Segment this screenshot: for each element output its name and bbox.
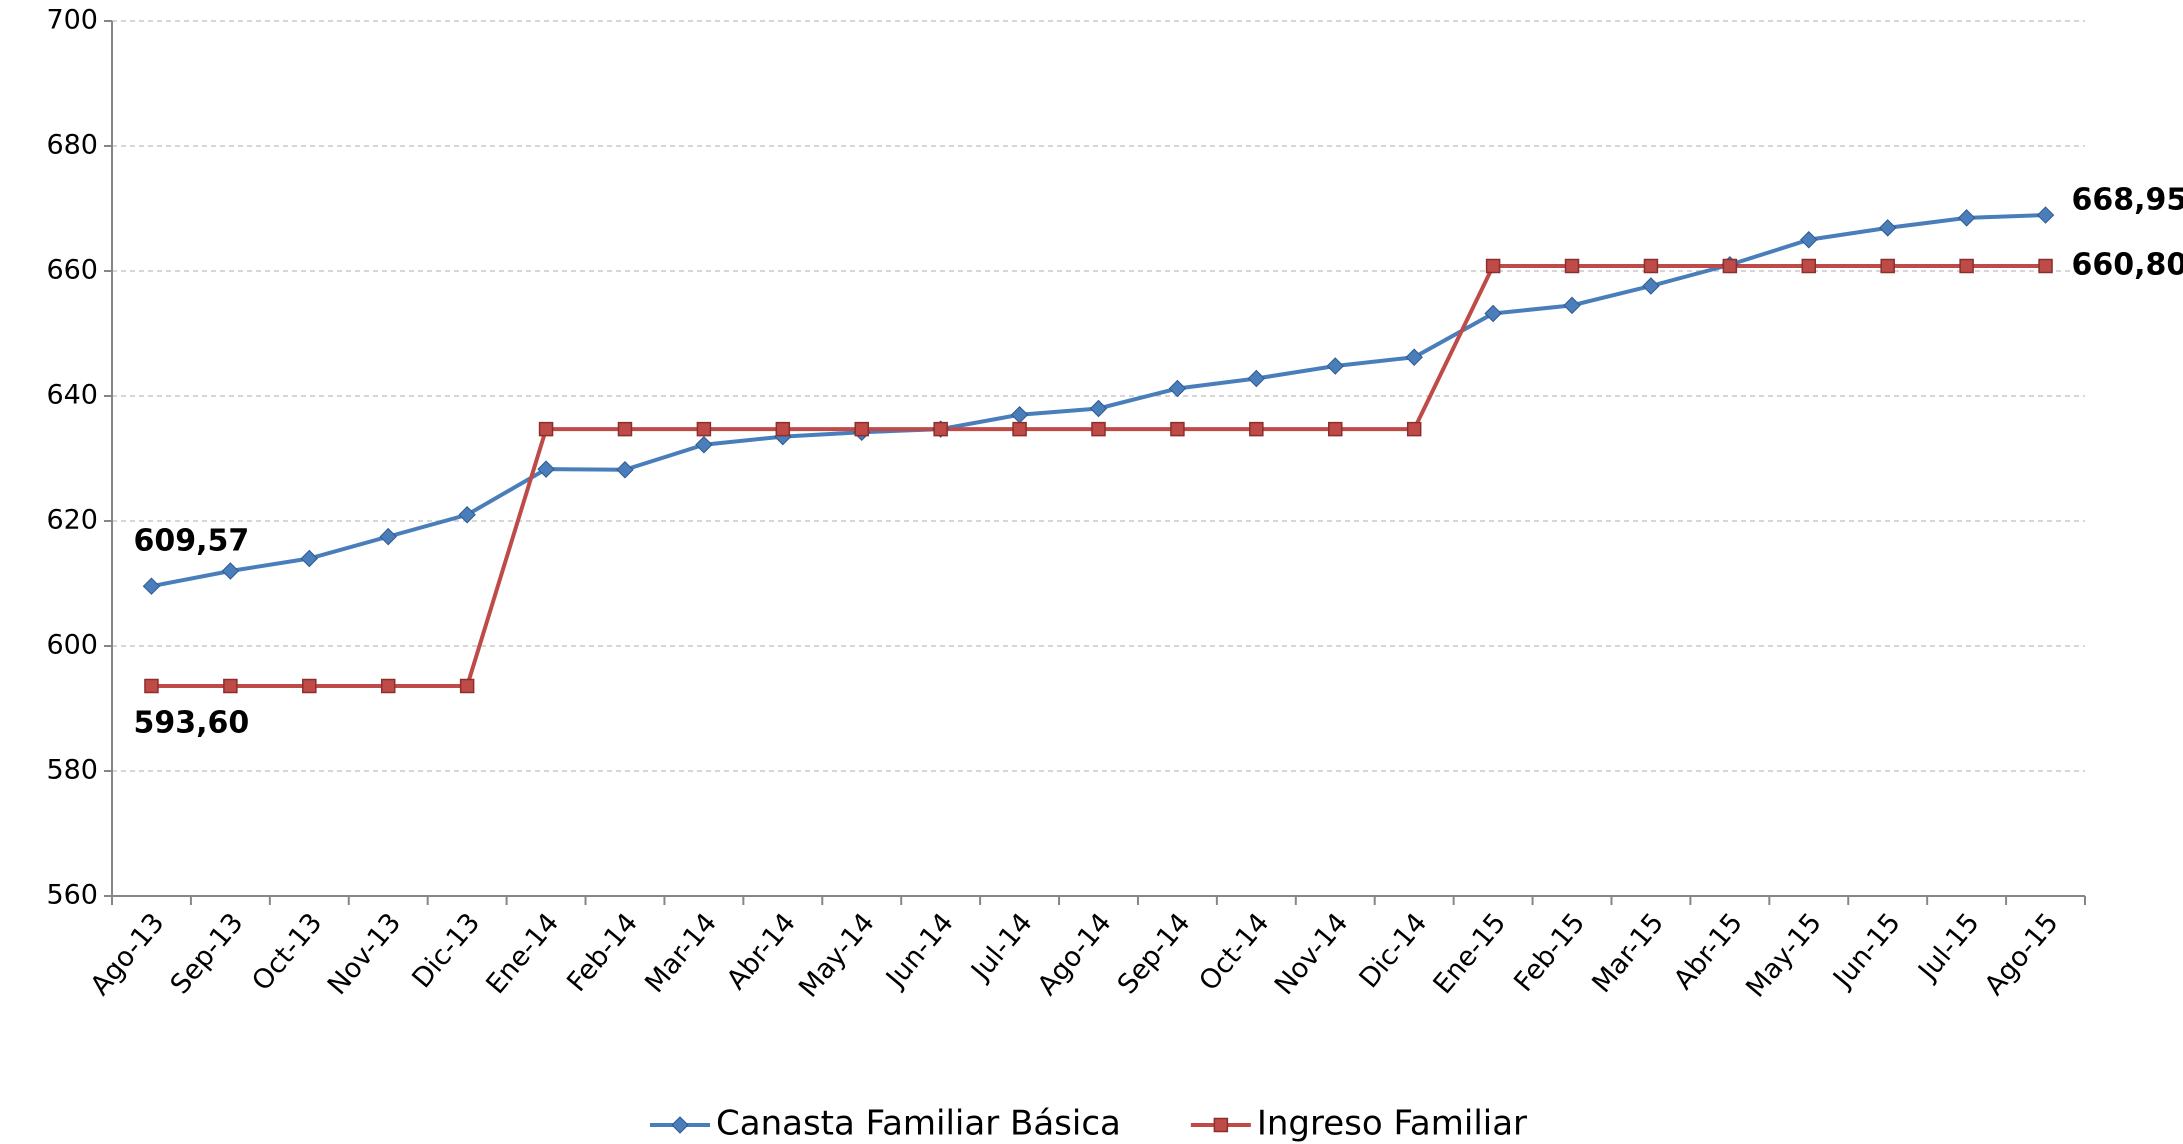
marker bbox=[1484, 304, 1502, 323]
y-tick-label: 700 bbox=[46, 5, 98, 36]
x-tick-label: Feb-15 bbox=[1508, 907, 1591, 997]
y-tick-label: 660 bbox=[46, 255, 98, 286]
x-tick-label: Mar-14 bbox=[639, 907, 723, 998]
marker bbox=[2038, 258, 2053, 274]
x-tick-label: Jul-14 bbox=[964, 907, 1038, 987]
marker bbox=[696, 421, 712, 437]
marker bbox=[1089, 399, 1108, 418]
y-tick-label: 640 bbox=[46, 380, 98, 411]
x-tick-label: Sep-13 bbox=[165, 907, 250, 1000]
x-tick-label: Ago-13 bbox=[85, 907, 171, 1001]
marker bbox=[302, 678, 317, 694]
y-tick-label: 580 bbox=[46, 755, 98, 786]
marker bbox=[1091, 421, 1106, 437]
marker bbox=[1800, 231, 1818, 249]
x-tick-label: Dic-14 bbox=[1353, 907, 1433, 994]
marker bbox=[775, 421, 791, 437]
marker bbox=[1563, 296, 1581, 315]
marker bbox=[1880, 258, 1895, 274]
marker bbox=[538, 421, 554, 437]
marker bbox=[1405, 348, 1423, 366]
marker bbox=[1722, 258, 1738, 274]
data-label: 593,60 bbox=[133, 706, 249, 741]
marker bbox=[1168, 379, 1187, 398]
x-tick-label: Ene-15 bbox=[1427, 907, 1512, 1000]
x-tick-label: May-15 bbox=[1740, 907, 1828, 1003]
x-tick-label: Feb-14 bbox=[561, 907, 644, 997]
marker bbox=[1170, 421, 1185, 437]
series-line bbox=[151, 264, 2046, 688]
x-tick-label: Nov-14 bbox=[1269, 907, 1355, 1001]
marker bbox=[1328, 421, 1343, 437]
marker bbox=[617, 421, 633, 437]
x-tick-label: Dic-13 bbox=[406, 907, 486, 994]
x-tick-label: Nov-13 bbox=[322, 907, 408, 1001]
x-tick-label: Ago-14 bbox=[1032, 907, 1118, 1001]
marker bbox=[380, 678, 396, 694]
legend-label: Canasta Familiar Básica bbox=[716, 1104, 1121, 1144]
marker bbox=[458, 506, 476, 524]
x-tick-label: Oct-14 bbox=[1193, 907, 1275, 996]
x-tick-label: Sep-14 bbox=[1112, 907, 1197, 1000]
x-tick-label: Ago-15 bbox=[1979, 907, 2065, 1001]
legend-label: Ingreso Familiar bbox=[1257, 1104, 1527, 1144]
marker bbox=[695, 436, 713, 454]
marker bbox=[1642, 277, 1660, 295]
marker bbox=[379, 527, 397, 546]
marker bbox=[1564, 258, 1580, 274]
marker bbox=[1959, 258, 1974, 274]
marker bbox=[1010, 406, 1029, 424]
marker bbox=[671, 1116, 689, 1134]
marker bbox=[144, 678, 159, 694]
y-tick-label: 600 bbox=[46, 630, 98, 661]
marker bbox=[1485, 258, 1501, 274]
x-tick-label: Mar-15 bbox=[1586, 907, 1670, 998]
marker bbox=[300, 549, 319, 568]
marker bbox=[1247, 369, 1266, 388]
x-tick-label: Oct-13 bbox=[246, 907, 328, 996]
data-label: 660,80 bbox=[2072, 248, 2183, 283]
marker bbox=[854, 421, 869, 437]
marker bbox=[221, 562, 240, 580]
y-tick-label: 560 bbox=[46, 880, 98, 911]
x-tick-label: Abr-15 bbox=[1668, 907, 1749, 995]
marker bbox=[1012, 421, 1027, 437]
x-tick-label: Abr-14 bbox=[721, 907, 802, 995]
marker bbox=[2036, 206, 2055, 224]
marker bbox=[223, 678, 238, 694]
y-tick-label: 680 bbox=[46, 130, 98, 161]
marker bbox=[459, 678, 475, 694]
marker bbox=[1326, 357, 1344, 375]
x-tick-label: Jun-15 bbox=[1826, 907, 1907, 995]
marker bbox=[1406, 421, 1422, 437]
legend-item: Ingreso Familiar bbox=[1190, 1104, 1527, 1144]
marker bbox=[142, 577, 161, 595]
data-label: 609,57 bbox=[133, 524, 249, 559]
marker bbox=[1249, 421, 1264, 437]
legend-item: Canasta Familiar Básica bbox=[650, 1104, 1121, 1144]
marker bbox=[537, 460, 555, 478]
marker bbox=[1643, 258, 1659, 274]
x-tick-label: May-14 bbox=[793, 907, 881, 1003]
marker bbox=[1213, 1117, 1229, 1133]
marker bbox=[1801, 258, 1817, 274]
data-label: 668,95 bbox=[2072, 183, 2183, 218]
marker bbox=[616, 461, 634, 479]
x-tick-label: Jul-15 bbox=[1911, 907, 1985, 987]
x-tick-label: Ene-14 bbox=[480, 907, 565, 1000]
x-tick-label: Jun-14 bbox=[879, 907, 960, 995]
marker bbox=[1878, 219, 1897, 237]
marker bbox=[933, 421, 948, 437]
marker bbox=[1957, 209, 1976, 227]
y-tick-label: 620 bbox=[46, 505, 98, 536]
